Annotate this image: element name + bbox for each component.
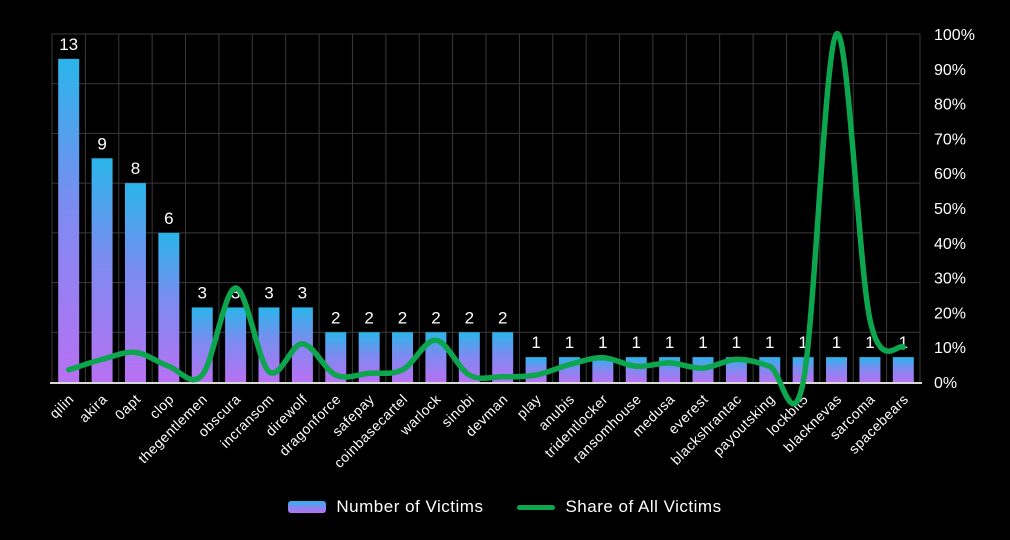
right-axis-tick: 30% xyxy=(934,271,966,288)
x-axis-label-qilin: qilin xyxy=(46,391,77,422)
bar-value-label: 2 xyxy=(465,308,474,327)
bar-value-label: 1 xyxy=(698,333,707,352)
bar-value-label: 1 xyxy=(665,333,674,352)
bar-value-label: 3 xyxy=(264,283,273,302)
right-axis-tick: 60% xyxy=(934,166,966,183)
bar-value-label: 1 xyxy=(832,333,841,352)
right-axis-tick: 80% xyxy=(934,97,966,114)
bar-value-label: 2 xyxy=(331,308,340,327)
bar-value-label: 8 xyxy=(131,159,140,178)
right-axis-tick: 0% xyxy=(934,375,957,392)
bar-value-label: 1 xyxy=(531,333,540,352)
bar-devman xyxy=(492,332,514,382)
bar-value-label: 3 xyxy=(197,283,206,302)
right-axis-tick: 50% xyxy=(934,201,966,218)
bar-value-label: 1 xyxy=(598,333,607,352)
bar-value-label: 9 xyxy=(97,134,106,153)
legend-item-share-of-all-victims: Share of All Victims xyxy=(517,497,721,517)
legend-label-number-of-victims: Number of Victims xyxy=(336,497,484,516)
bar-value-label: 3 xyxy=(298,283,307,302)
legend-label-share-of-all-victims: Share of All Victims xyxy=(565,497,722,516)
bar-spacebears xyxy=(892,357,914,382)
bar-qilin xyxy=(58,58,80,382)
line-series-swatch xyxy=(517,504,556,510)
right-axis-tick: 70% xyxy=(934,131,966,148)
right-axis-tick: 10% xyxy=(934,340,966,357)
right-axis-tick: 100% xyxy=(934,27,975,44)
bar-value-label: 1 xyxy=(899,333,908,352)
bar-value-label: 2 xyxy=(498,308,507,327)
bar-series-swatch xyxy=(288,501,327,513)
bar-value-label: 2 xyxy=(398,308,407,327)
bar-blackshrantac xyxy=(725,357,747,382)
bar-0apt xyxy=(124,183,146,382)
bar-clop xyxy=(158,232,180,382)
bar-value-label: 13 xyxy=(59,35,78,54)
bar-value-label: 1 xyxy=(798,333,807,352)
bar-ransomhouse xyxy=(625,357,647,382)
bar-tridentlocker xyxy=(592,357,614,382)
bar-value-label: 1 xyxy=(765,333,774,352)
bar-value-label: 3 xyxy=(231,283,240,302)
right-axis-tick: 40% xyxy=(934,236,966,253)
x-axis-label-0apt: 0apt xyxy=(112,391,144,423)
bar-value-label: 2 xyxy=(364,308,373,327)
right-axis-tick: 90% xyxy=(934,62,966,79)
bar-value-label: 1 xyxy=(565,333,574,352)
x-axis-label-akira: akira xyxy=(76,391,111,426)
legend-item-number-of-victims: Number of Victims xyxy=(288,497,483,517)
bar-value-label: 1 xyxy=(631,333,640,352)
chart-legend: Number of Victims Share of All Victims xyxy=(0,497,1010,517)
right-axis-tick: 20% xyxy=(934,305,966,322)
bar-value-label: 6 xyxy=(164,209,173,228)
bar-sarcoma xyxy=(859,357,881,382)
bar-obscura xyxy=(225,307,247,382)
bar-value-label: 1 xyxy=(865,333,874,352)
bar-blacknevas xyxy=(826,357,848,382)
bar-akira xyxy=(91,158,113,382)
bar-safepay xyxy=(358,332,380,382)
share-line-series xyxy=(65,31,907,407)
bar-value-label: 1 xyxy=(732,333,741,352)
bar-value-label: 2 xyxy=(431,308,440,327)
